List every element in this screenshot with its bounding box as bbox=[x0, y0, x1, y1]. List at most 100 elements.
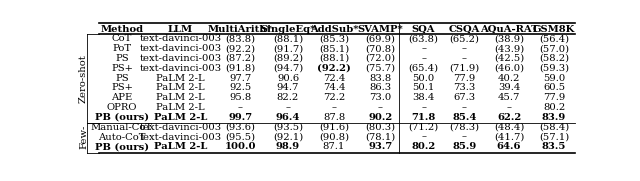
Text: LLM: LLM bbox=[168, 25, 193, 34]
Text: (91.7): (91.7) bbox=[273, 44, 303, 53]
Text: 93.7: 93.7 bbox=[368, 142, 392, 151]
Text: PB (ours): PB (ours) bbox=[95, 113, 149, 122]
Text: (38.9): (38.9) bbox=[494, 34, 524, 43]
Text: (59.3): (59.3) bbox=[539, 64, 569, 73]
Text: 72.4: 72.4 bbox=[323, 74, 345, 83]
Text: PS+: PS+ bbox=[111, 83, 133, 92]
Text: (88.1): (88.1) bbox=[319, 54, 349, 63]
Text: (94.7): (94.7) bbox=[273, 64, 303, 73]
Text: –: – bbox=[462, 44, 467, 53]
Text: 80.2: 80.2 bbox=[412, 142, 436, 151]
Text: –: – bbox=[421, 103, 426, 112]
Text: (78.3): (78.3) bbox=[449, 123, 479, 132]
Text: (56.4): (56.4) bbox=[539, 34, 569, 43]
Text: PB (ours): PB (ours) bbox=[95, 142, 149, 151]
Text: 90.2: 90.2 bbox=[368, 113, 392, 122]
Text: 62.2: 62.2 bbox=[497, 113, 521, 122]
Text: (88.1): (88.1) bbox=[273, 34, 303, 43]
Text: PaLM 2-L: PaLM 2-L bbox=[156, 103, 205, 112]
Text: 50.0: 50.0 bbox=[413, 74, 435, 83]
Text: (71.9): (71.9) bbox=[449, 64, 479, 73]
Text: MultiArith*: MultiArith* bbox=[208, 25, 273, 34]
Text: (72.0): (72.0) bbox=[365, 54, 396, 63]
Text: PaLM 2-L: PaLM 2-L bbox=[154, 142, 207, 151]
Text: 87.8: 87.8 bbox=[323, 113, 345, 122]
Text: 92.5: 92.5 bbox=[229, 83, 252, 92]
Text: 77.9: 77.9 bbox=[543, 93, 565, 102]
Text: 64.6: 64.6 bbox=[497, 142, 521, 151]
Text: GSM8K: GSM8K bbox=[533, 25, 575, 34]
Text: text-davinci-003: text-davinci-003 bbox=[140, 64, 221, 73]
Text: (87.2): (87.2) bbox=[225, 54, 255, 63]
Text: (57.0): (57.0) bbox=[539, 44, 569, 53]
Text: –: – bbox=[332, 103, 337, 112]
Text: (92.2): (92.2) bbox=[225, 44, 255, 53]
Text: –: – bbox=[462, 103, 467, 112]
Text: 85.4: 85.4 bbox=[452, 113, 477, 122]
Text: 50.1: 50.1 bbox=[412, 83, 435, 92]
Text: (71.2): (71.2) bbox=[408, 123, 439, 132]
Text: text-davinci-003: text-davinci-003 bbox=[140, 34, 221, 43]
Text: PaLM 2-L: PaLM 2-L bbox=[156, 74, 205, 83]
Text: PaLM 2-L: PaLM 2-L bbox=[156, 83, 205, 92]
Text: (95.5): (95.5) bbox=[225, 132, 255, 142]
Text: –: – bbox=[421, 44, 426, 53]
Text: CSQA: CSQA bbox=[449, 25, 480, 34]
Text: PaLM 2-L: PaLM 2-L bbox=[154, 113, 207, 122]
Text: 96.4: 96.4 bbox=[276, 113, 300, 122]
Text: (92.2): (92.2) bbox=[317, 64, 351, 73]
Text: 60.5: 60.5 bbox=[543, 83, 565, 92]
Text: 74.4: 74.4 bbox=[323, 83, 346, 92]
Text: 87.1: 87.1 bbox=[323, 142, 345, 151]
Text: 67.3: 67.3 bbox=[453, 93, 476, 102]
Text: (85.1): (85.1) bbox=[319, 44, 349, 53]
Text: (93.6): (93.6) bbox=[225, 123, 255, 132]
Text: (89.2): (89.2) bbox=[273, 54, 303, 63]
Text: (58.2): (58.2) bbox=[539, 54, 569, 63]
Text: (46.0): (46.0) bbox=[494, 64, 524, 73]
Text: (91.6): (91.6) bbox=[319, 123, 349, 132]
Text: (78.1): (78.1) bbox=[365, 132, 396, 142]
Text: (70.8): (70.8) bbox=[365, 44, 396, 53]
Text: (63.8): (63.8) bbox=[408, 34, 438, 43]
Text: 100.0: 100.0 bbox=[225, 142, 256, 151]
Text: 39.4: 39.4 bbox=[498, 83, 520, 92]
Text: (65.2): (65.2) bbox=[449, 34, 479, 43]
Text: (65.4): (65.4) bbox=[408, 64, 438, 73]
Text: 71.8: 71.8 bbox=[412, 113, 436, 122]
Text: 45.7: 45.7 bbox=[498, 93, 520, 102]
Text: 73.3: 73.3 bbox=[453, 83, 476, 92]
Text: (80.3): (80.3) bbox=[365, 123, 396, 132]
Text: (93.5): (93.5) bbox=[273, 123, 303, 132]
Text: 86.3: 86.3 bbox=[369, 83, 391, 92]
Text: PS+: PS+ bbox=[111, 64, 133, 73]
Text: PS: PS bbox=[115, 74, 129, 83]
Text: –: – bbox=[421, 54, 426, 63]
Text: 73.0: 73.0 bbox=[369, 93, 391, 102]
Text: (85.3): (85.3) bbox=[319, 34, 349, 43]
Text: (92.1): (92.1) bbox=[273, 132, 303, 142]
Text: 83.8: 83.8 bbox=[369, 74, 391, 83]
Text: (58.4): (58.4) bbox=[539, 123, 569, 132]
Text: –: – bbox=[462, 132, 467, 142]
Text: –: – bbox=[421, 132, 426, 142]
Text: –: – bbox=[238, 103, 243, 112]
Text: (57.1): (57.1) bbox=[539, 132, 569, 142]
Text: –: – bbox=[378, 103, 383, 112]
Text: SingleEq*: SingleEq* bbox=[260, 25, 316, 34]
Text: 99.7: 99.7 bbox=[228, 113, 252, 122]
Text: Auto-CoT: Auto-CoT bbox=[98, 132, 146, 142]
Text: (90.8): (90.8) bbox=[319, 132, 349, 142]
Text: 90.6: 90.6 bbox=[277, 74, 299, 83]
Text: text-davinci-003: text-davinci-003 bbox=[140, 123, 221, 132]
Text: (41.7): (41.7) bbox=[494, 132, 524, 142]
Text: 83.9: 83.9 bbox=[542, 113, 566, 122]
Text: text-davinci-003: text-davinci-003 bbox=[140, 54, 221, 63]
Text: AQuA-RAT: AQuA-RAT bbox=[480, 25, 538, 34]
Text: –: – bbox=[506, 103, 511, 112]
Text: 77.9: 77.9 bbox=[453, 74, 476, 83]
Text: Zero-shot: Zero-shot bbox=[79, 54, 88, 102]
Text: CoT: CoT bbox=[112, 34, 132, 43]
Text: 59.0: 59.0 bbox=[543, 74, 565, 83]
Text: Method: Method bbox=[100, 25, 143, 34]
